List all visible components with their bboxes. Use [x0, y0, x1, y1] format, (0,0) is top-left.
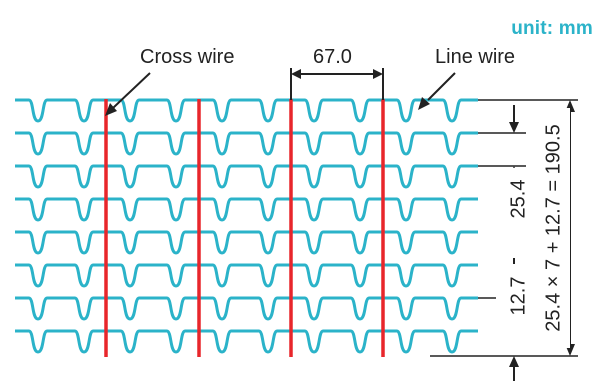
cross-wire-leader-arrow — [105, 103, 117, 116]
cross-spacing-arrow-right — [373, 69, 383, 79]
line-wire — [15, 131, 478, 156]
extension-lines — [430, 99, 578, 357]
unit-label: unit: mm — [511, 18, 593, 39]
cross-wire-label: Cross wire — [140, 46, 235, 68]
total-height-label: 25.4 × 7 + 12.7 = 190.5 — [542, 124, 564, 331]
cross-wire-leader — [112, 72, 151, 109]
line-wire-leader-arrow — [418, 97, 430, 110]
line-wire — [15, 98, 478, 123]
line-wire-leader — [427, 72, 456, 101]
cross-wires-group — [104, 99, 385, 357]
line-wire — [15, 164, 478, 189]
cross-spacing-dimension — [290, 68, 384, 100]
half-spacing-label: 12.7 — [507, 277, 529, 316]
line-spacing-label: 25.4 — [507, 180, 529, 219]
line-wire — [15, 296, 478, 321]
cross-spacing-arrow-left — [291, 69, 301, 79]
line-wires-group — [15, 98, 478, 354]
cross-spacing-label: 67.0 — [313, 46, 352, 68]
line-wire — [15, 263, 478, 288]
line-wire — [15, 329, 478, 354]
line-spacing-arrow-top — [509, 122, 519, 133]
line-wire-label: Line wire — [435, 46, 516, 68]
line-wire — [15, 197, 478, 222]
line-wire — [15, 230, 478, 255]
half-spacing-arrow-bottom — [509, 356, 519, 367]
